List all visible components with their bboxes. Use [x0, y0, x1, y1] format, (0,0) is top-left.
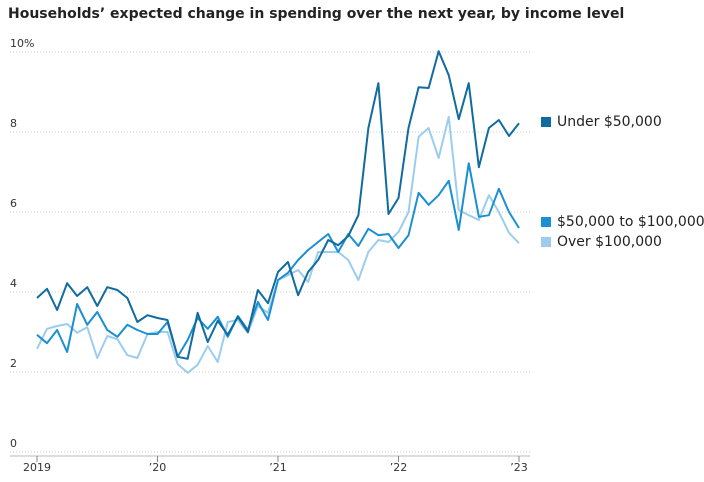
x-tick-label: 2019: [23, 461, 51, 474]
legend-swatch: [541, 237, 551, 247]
series-line: [36, 50, 520, 360]
y-tick-label: 6: [10, 197, 17, 210]
y-tick-label: 4: [10, 277, 17, 290]
y-tick-label: 2: [10, 357, 17, 370]
chart-title: Households’ expected change in spending …: [8, 6, 624, 22]
legend-swatch: [541, 117, 551, 127]
y-tick-label: 8: [10, 117, 17, 130]
legend-label: Under $50,000: [557, 114, 662, 130]
y-tick-label: 0: [10, 437, 17, 450]
y-tick-label: 10%: [10, 37, 34, 50]
legend-label: Over $100,000: [557, 234, 662, 250]
x-tick-label: ’22: [390, 461, 408, 474]
x-tick-label: ’23: [510, 461, 528, 474]
series-line: [36, 162, 520, 358]
series-line: [36, 115, 520, 374]
legend-label: $50,000 to $100,000: [557, 214, 704, 230]
x-tick-label: ’21: [269, 461, 287, 474]
legend-swatch: [541, 217, 551, 227]
x-tick-label: ’20: [149, 461, 167, 474]
